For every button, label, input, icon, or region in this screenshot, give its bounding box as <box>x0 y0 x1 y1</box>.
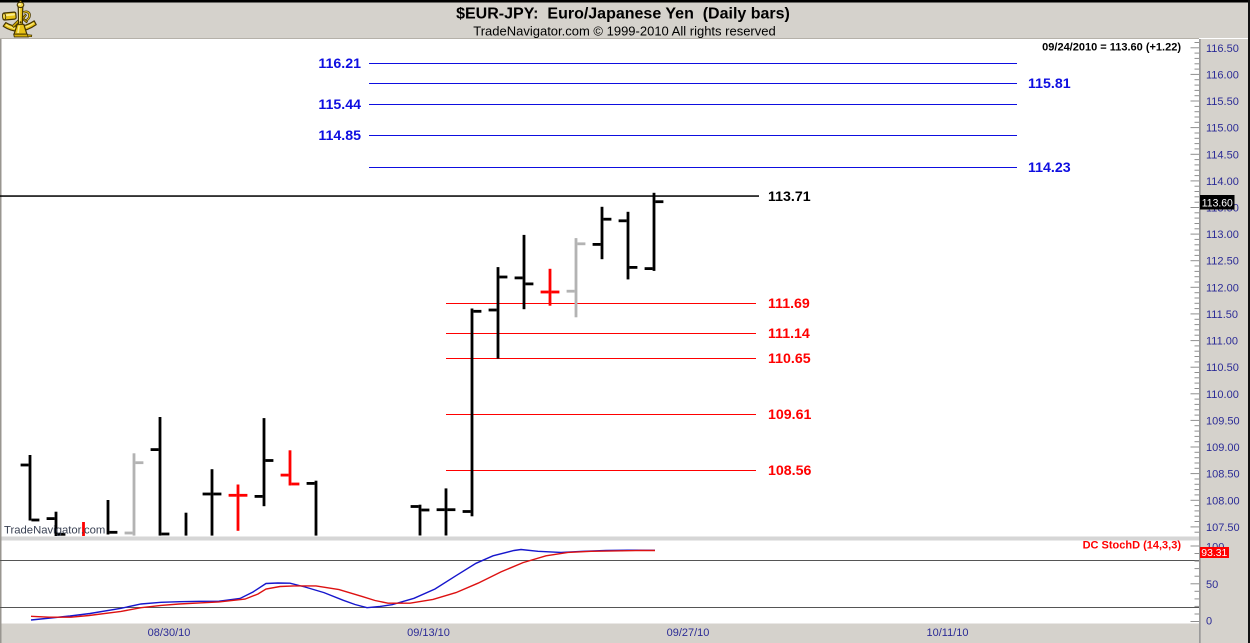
svg-text:108.56: 108.56 <box>768 463 812 479</box>
svg-text:112.50: 112.50 <box>1206 256 1239 268</box>
svg-text:108.00: 108.00 <box>1206 495 1240 507</box>
svg-text:107.50: 107.50 <box>1206 522 1240 534</box>
svg-text:114.50: 114.50 <box>1206 149 1239 161</box>
svg-text:110.00: 110.00 <box>1206 389 1239 401</box>
svg-text:10/11/10: 10/11/10 <box>926 627 968 639</box>
svg-text:TradeNavigator.com © 1999-2010: TradeNavigator.com © 1999-2010 All right… <box>473 23 775 38</box>
svg-text:09/13/10: 09/13/10 <box>407 627 450 639</box>
svg-text:0: 0 <box>1206 616 1212 628</box>
svg-text:111.00: 111.00 <box>1206 336 1238 348</box>
svg-text:113.71: 113.71 <box>768 189 811 205</box>
svg-text:116.50: 116.50 <box>1206 43 1239 55</box>
svg-text:115.81: 115.81 <box>1028 76 1071 92</box>
svg-text:93.31: 93.31 <box>1201 548 1227 559</box>
svg-text:116.00: 116.00 <box>1206 69 1239 81</box>
svg-text:115.00: 115.00 <box>1206 123 1239 135</box>
svg-text:50: 50 <box>1206 579 1218 591</box>
svg-text:116.21: 116.21 <box>318 56 361 72</box>
svg-text:110.50: 110.50 <box>1206 362 1239 374</box>
svg-text:111.69: 111.69 <box>768 296 810 312</box>
svg-text:DC StochD (14,3,3): DC StochD (14,3,3) <box>1083 540 1182 552</box>
svg-text:08/30/10: 08/30/10 <box>148 627 191 639</box>
svg-text:109.00: 109.00 <box>1206 442 1240 454</box>
svg-text:09/27/10: 09/27/10 <box>667 627 710 639</box>
svg-text:TradeNavigator.com: TradeNavigator.com <box>4 525 105 537</box>
svg-text:$EUR-JPY: Euro/Japanese Yen: $EUR-JPY: Euro/Japanese Yen (Daily bars) <box>456 6 790 23</box>
svg-text:114.23: 114.23 <box>1028 160 1071 176</box>
svg-text:114.00: 114.00 <box>1206 176 1239 188</box>
svg-text:111.50: 111.50 <box>1206 309 1238 321</box>
svg-text:113.00: 113.00 <box>1206 229 1239 241</box>
svg-text:109.50: 109.50 <box>1206 415 1240 427</box>
svg-text:108.50: 108.50 <box>1206 469 1240 481</box>
svg-text:111.14: 111.14 <box>768 326 810 342</box>
svg-text:113.60: 113.60 <box>1202 198 1233 210</box>
svg-text:09/24/2010 = 113.60 (+1.22): 09/24/2010 = 113.60 (+1.22) <box>1042 42 1181 54</box>
svg-text:114.85: 114.85 <box>318 128 361 144</box>
svg-text:110.65: 110.65 <box>768 351 811 367</box>
svg-text:115.50: 115.50 <box>1206 96 1239 108</box>
svg-text:115.44: 115.44 <box>318 97 361 113</box>
svg-text:109.61: 109.61 <box>768 407 812 423</box>
svg-text:112.00: 112.00 <box>1206 282 1239 294</box>
